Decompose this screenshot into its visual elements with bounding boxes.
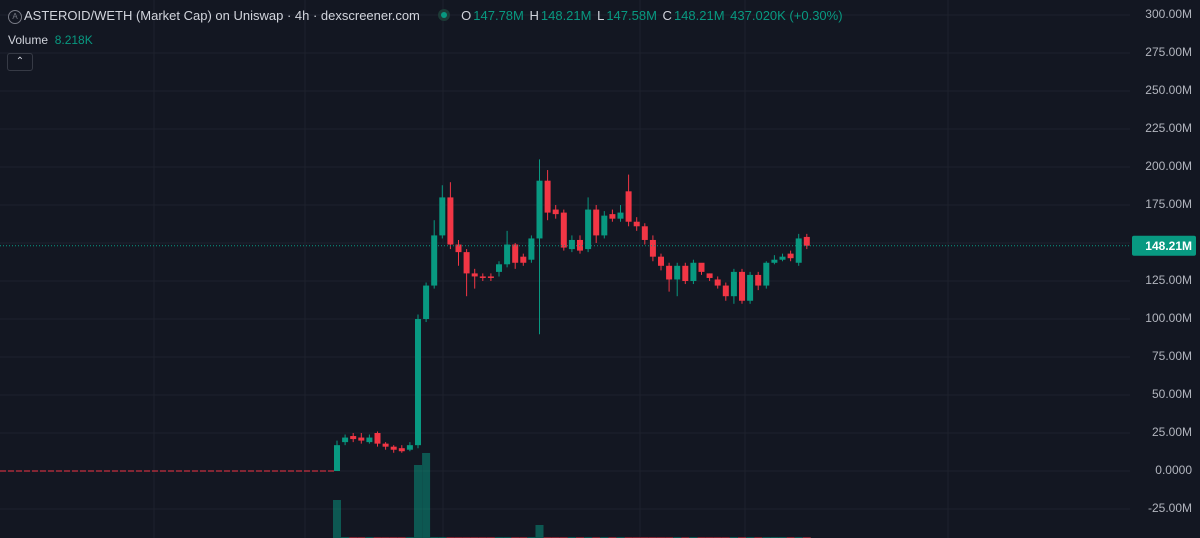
volume-label: Volume bbox=[8, 33, 49, 47]
volume-legend: Volume 8.218K bbox=[8, 33, 93, 47]
ohlc-value: 147.78M bbox=[473, 8, 524, 23]
candle-body bbox=[722, 285, 729, 297]
candle-body bbox=[398, 448, 405, 452]
candle-body bbox=[698, 262, 705, 272]
last-price-box bbox=[1132, 235, 1196, 256]
candle-body bbox=[682, 265, 689, 282]
candle-body bbox=[487, 276, 494, 278]
candle-body bbox=[366, 437, 373, 443]
y-tick-label: 250.00M bbox=[1145, 83, 1192, 97]
ohlc-value: 148.21M bbox=[540, 8, 592, 23]
candle-body bbox=[536, 180, 543, 239]
y-tick-label: 50.00M bbox=[1152, 387, 1192, 401]
ohlc-value: 148.21M bbox=[673, 8, 725, 23]
candle-body bbox=[714, 279, 721, 286]
candle-body bbox=[803, 236, 810, 246]
candle-body bbox=[512, 244, 519, 263]
candle-body bbox=[479, 276, 486, 278]
candle-body bbox=[358, 437, 365, 441]
candle-body bbox=[747, 274, 754, 301]
candle-body bbox=[334, 445, 340, 471]
ohlc-label: C bbox=[662, 8, 672, 23]
header: A ASTEROID/WETH (Market Cap) on Uniswap ·… bbox=[8, 8, 845, 24]
volume-bar bbox=[333, 500, 341, 538]
candle-body bbox=[528, 238, 535, 260]
candle-body bbox=[706, 273, 713, 278]
candle-body bbox=[755, 274, 762, 286]
y-tick-label: 100.00M bbox=[1145, 311, 1192, 325]
y-tick-label: 75.00M bbox=[1152, 349, 1192, 363]
candle-body bbox=[342, 437, 349, 443]
candle-body bbox=[568, 239, 575, 250]
candle-body bbox=[390, 446, 397, 450]
candle-body bbox=[771, 259, 778, 263]
candle-body bbox=[795, 238, 802, 263]
candle-body bbox=[415, 319, 421, 446]
y-tick-label: 300.00M bbox=[1145, 7, 1192, 21]
candle-body bbox=[560, 212, 567, 248]
candle-body bbox=[552, 209, 559, 215]
candle-body bbox=[674, 265, 681, 280]
candle-body bbox=[649, 239, 656, 257]
ohlc-label: L bbox=[597, 8, 605, 23]
candle-body bbox=[520, 256, 527, 263]
candle-body bbox=[504, 244, 511, 265]
y-tick-label: 225.00M bbox=[1145, 121, 1192, 135]
candle-body bbox=[690, 262, 697, 282]
volume-value: 8.218K bbox=[54, 33, 93, 47]
collapse-button[interactable]: ⌃ bbox=[7, 53, 33, 71]
candle-body bbox=[609, 214, 616, 219]
candle-body bbox=[666, 265, 673, 280]
symbol-icon: A bbox=[8, 10, 22, 24]
candle-body bbox=[633, 221, 640, 227]
y-tick-label: 200.00M bbox=[1145, 159, 1192, 173]
candle-body bbox=[406, 445, 413, 450]
candle-body bbox=[544, 180, 551, 213]
candle-body bbox=[658, 256, 664, 266]
y-tick-label: -25.00M bbox=[1148, 501, 1192, 515]
candle-body bbox=[423, 285, 430, 320]
candle-body bbox=[496, 264, 502, 272]
candle-body bbox=[730, 271, 737, 297]
y-tick-label: 25.00M bbox=[1152, 425, 1192, 439]
candle-body bbox=[617, 212, 624, 219]
candle-body bbox=[625, 191, 632, 222]
candle-body bbox=[593, 209, 600, 236]
candle-body bbox=[382, 443, 389, 447]
candle-body bbox=[601, 215, 608, 236]
candle-body bbox=[779, 256, 786, 260]
volume-bar bbox=[535, 525, 544, 538]
status-icon bbox=[437, 9, 450, 21]
candle-body bbox=[787, 253, 794, 259]
candle-body bbox=[739, 271, 745, 301]
y-tick-label: 125.00M bbox=[1145, 273, 1192, 287]
volume-bar bbox=[414, 465, 422, 538]
y-tick-label: 175.00M bbox=[1145, 197, 1192, 211]
volume-bar bbox=[422, 453, 431, 538]
candle-body bbox=[350, 436, 357, 440]
candle-body bbox=[455, 244, 462, 253]
chart-title: ASTEROID/WETH (Market Cap) on Uniswap · … bbox=[24, 8, 420, 23]
candle-body bbox=[471, 273, 478, 277]
ohlc-value: 147.58M bbox=[606, 8, 657, 23]
candle-body bbox=[463, 252, 470, 274]
candle-body bbox=[641, 226, 648, 240]
candle-body bbox=[447, 197, 454, 245]
y-tick-label: 0.0000 bbox=[1155, 463, 1192, 477]
candle-body bbox=[431, 235, 438, 286]
ohlc-label: H bbox=[529, 8, 539, 23]
candle-body bbox=[439, 197, 446, 236]
y-tick-label: 275.00M bbox=[1145, 45, 1192, 59]
change: 437.020K (+0.30%) bbox=[730, 8, 843, 23]
candle-body bbox=[374, 432, 381, 444]
candle-body bbox=[763, 262, 770, 286]
candle-body bbox=[585, 209, 592, 250]
ohlc-label: O bbox=[461, 8, 472, 23]
last-price-label: 148.21M bbox=[1145, 239, 1192, 253]
